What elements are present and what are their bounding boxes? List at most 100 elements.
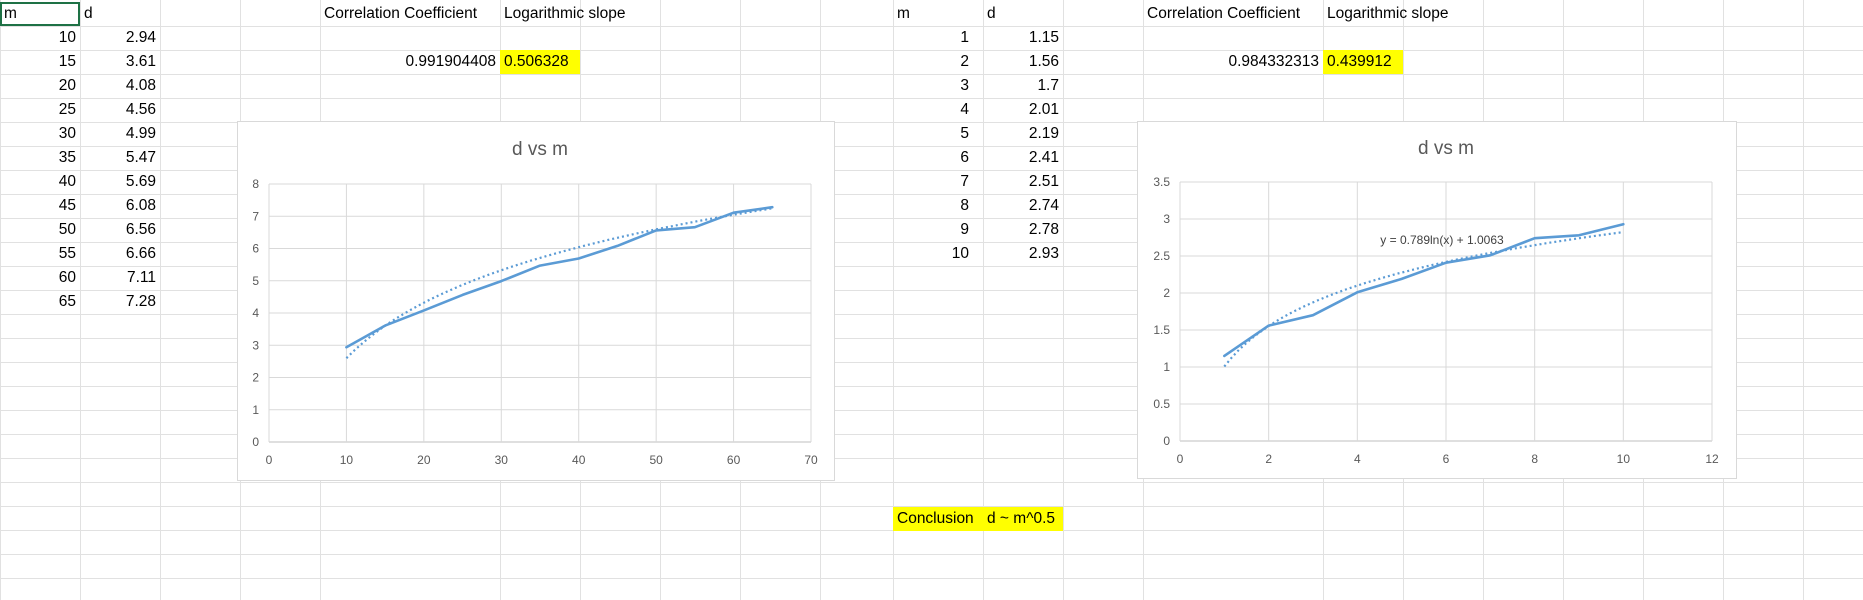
y-tick-label: 5 [252,274,259,288]
slope-label-2[interactable]: Logarithmic slope [1327,5,1449,22]
y-tick-label: 4 [252,306,259,320]
cell-m-value[interactable]: 15 [58,53,76,70]
x-tick-label: 40 [572,453,586,467]
cell-d-value[interactable]: 2.01 [1028,101,1059,118]
series-line [1223,222,1625,358]
cell-d-value[interactable]: 5.69 [125,173,156,190]
y-tick-label: 0 [252,435,259,449]
x-tick-label: 4 [1354,452,1361,466]
cell-m-value[interactable]: 4 [960,101,969,118]
cell-m-value[interactable]: 25 [58,101,76,118]
x-tick-label: 8 [1531,452,1538,466]
cell-d-value[interactable]: 4.99 [125,125,156,142]
chart-d-vs-m-2[interactable]: d vs m 0 0.5 1 1.5 2 2.5 3 3.5 0 2 4 6 8 10 12 y = 0.789… [1137,121,1737,479]
cell-m-value[interactable]: 3 [960,77,969,94]
cell-d-value[interactable]: 3.61 [125,53,156,70]
cell-m-value[interactable]: 65 [58,293,76,310]
y-tick-label: 2.5 [1153,249,1170,263]
corr-label-2[interactable]: Correlation Coefficient [1147,5,1301,22]
corr-value-2[interactable]: 0.984332313 [1228,53,1319,70]
trendline [345,207,773,359]
y-tick-label: 2 [252,371,259,385]
x-tick-label: 10 [1617,452,1631,466]
cell-m-value[interactable]: 30 [58,125,76,142]
cell-d-value[interactable]: 2.51 [1028,173,1059,190]
x-tick-label: 0 [1177,452,1184,466]
cell-d-value[interactable]: 5.47 [125,149,156,166]
conclusion-label[interactable]: Conclusion [893,507,983,531]
y-tick-label: 3 [252,338,259,352]
cell-m-value[interactable]: 10 [58,29,76,46]
cell-m-value[interactable]: 60 [58,269,76,286]
y-tick-label: 7 [252,209,259,223]
cell-m-value[interactable]: 20 [58,77,76,94]
y-tick-label: 0 [1163,434,1170,448]
cell-d-value[interactable]: 1.7 [1037,77,1059,94]
y-tick-label: 0.5 [1153,397,1170,411]
trendline [1223,231,1624,368]
y-tick-label: 6 [252,242,259,256]
y-tick-label: 1 [252,403,259,417]
cell-header-d-1[interactable]: d [84,5,93,22]
cell-header-d-2[interactable]: d [987,5,996,22]
cell-header-m-1[interactable]: m [0,2,80,26]
cell-d-value[interactable]: 2.41 [1028,149,1059,166]
chart-title: d vs m [1418,138,1474,159]
cell-d-value[interactable]: 1.56 [1028,53,1059,70]
cell-m-value[interactable]: 9 [960,221,969,238]
x-tick-label: 2 [1265,452,1272,466]
cell-d-value[interactable]: 6.08 [125,197,156,214]
slope-value-1[interactable]: 0.506328 [500,50,580,74]
cell-d-value[interactable]: 6.56 [125,221,156,238]
cell-m-value[interactable]: 5 [960,125,969,142]
x-tick-label: 70 [804,453,818,467]
slope-value-2[interactable]: 0.439912 [1323,50,1403,74]
cell-d-value[interactable]: 2.19 [1028,125,1059,142]
y-tick-label: 2 [1163,286,1170,300]
conclusion-value[interactable]: d ~ m^0.5 [983,507,1063,531]
cell-m-value[interactable]: 7 [960,173,969,190]
cell-d-value[interactable]: 2.78 [1028,221,1059,238]
cell-d-value[interactable]: 7.28 [125,293,156,310]
cell-m-value[interactable]: 55 [58,245,76,262]
cell-m-value[interactable]: 35 [58,149,76,166]
cell-d-value[interactable]: 2.93 [1028,245,1059,262]
x-tick-label: 50 [649,453,663,467]
cell-d-value[interactable]: 1.15 [1028,29,1059,46]
slope-label-1[interactable]: Logarithmic slope [504,5,626,22]
cell-m-value[interactable]: 2 [960,53,969,70]
cell-d-value[interactable]: 6.66 [125,245,156,262]
cell-d-value[interactable]: 4.08 [125,77,156,94]
chart-title: d vs m [512,139,568,160]
y-tick-label: 8 [252,177,259,191]
y-tick-label: 1 [1163,360,1170,374]
cell-d-value[interactable]: 7.11 [126,269,156,286]
x-tick-label: 30 [495,453,509,467]
trendline-equation: y = 0.789ln(x) + 1.0063 [1380,233,1504,247]
cell-d-value[interactable]: 2.74 [1028,197,1059,214]
x-tick-label: 60 [727,453,741,467]
x-tick-label: 6 [1443,452,1450,466]
y-tick-label: 3.5 [1153,175,1170,189]
cell-m-value[interactable]: 1 [960,29,969,46]
corr-value-1[interactable]: 0.991904408 [405,53,496,70]
x-tick-label: 0 [266,453,273,467]
x-tick-label: 12 [1705,452,1719,466]
cell-header-m-2[interactable]: m [897,5,910,22]
y-tick-label: 1.5 [1153,323,1170,337]
cell-m-value[interactable]: 45 [58,197,76,214]
series-line [345,205,774,349]
corr-label-1[interactable]: Correlation Coefficient [324,5,478,22]
chart-d-vs-m-1[interactable]: d vs m 0 1 2 3 4 5 6 7 8 0 10 20 30 40 50 60 70 [237,121,835,481]
cell-m-value[interactable]: 10 [951,245,969,262]
cell-d-value[interactable]: 4.56 [125,101,156,118]
y-tick-label: 3 [1163,212,1170,226]
cell-m-value[interactable]: 50 [58,221,76,238]
cell-m-value[interactable]: 40 [58,173,76,190]
x-tick-label: 10 [340,453,354,467]
x-tick-label: 20 [417,453,431,467]
cell-m-value[interactable]: 8 [960,197,969,214]
cell-m-value[interactable]: 6 [960,149,969,166]
cell-d-value[interactable]: 2.94 [125,29,156,46]
